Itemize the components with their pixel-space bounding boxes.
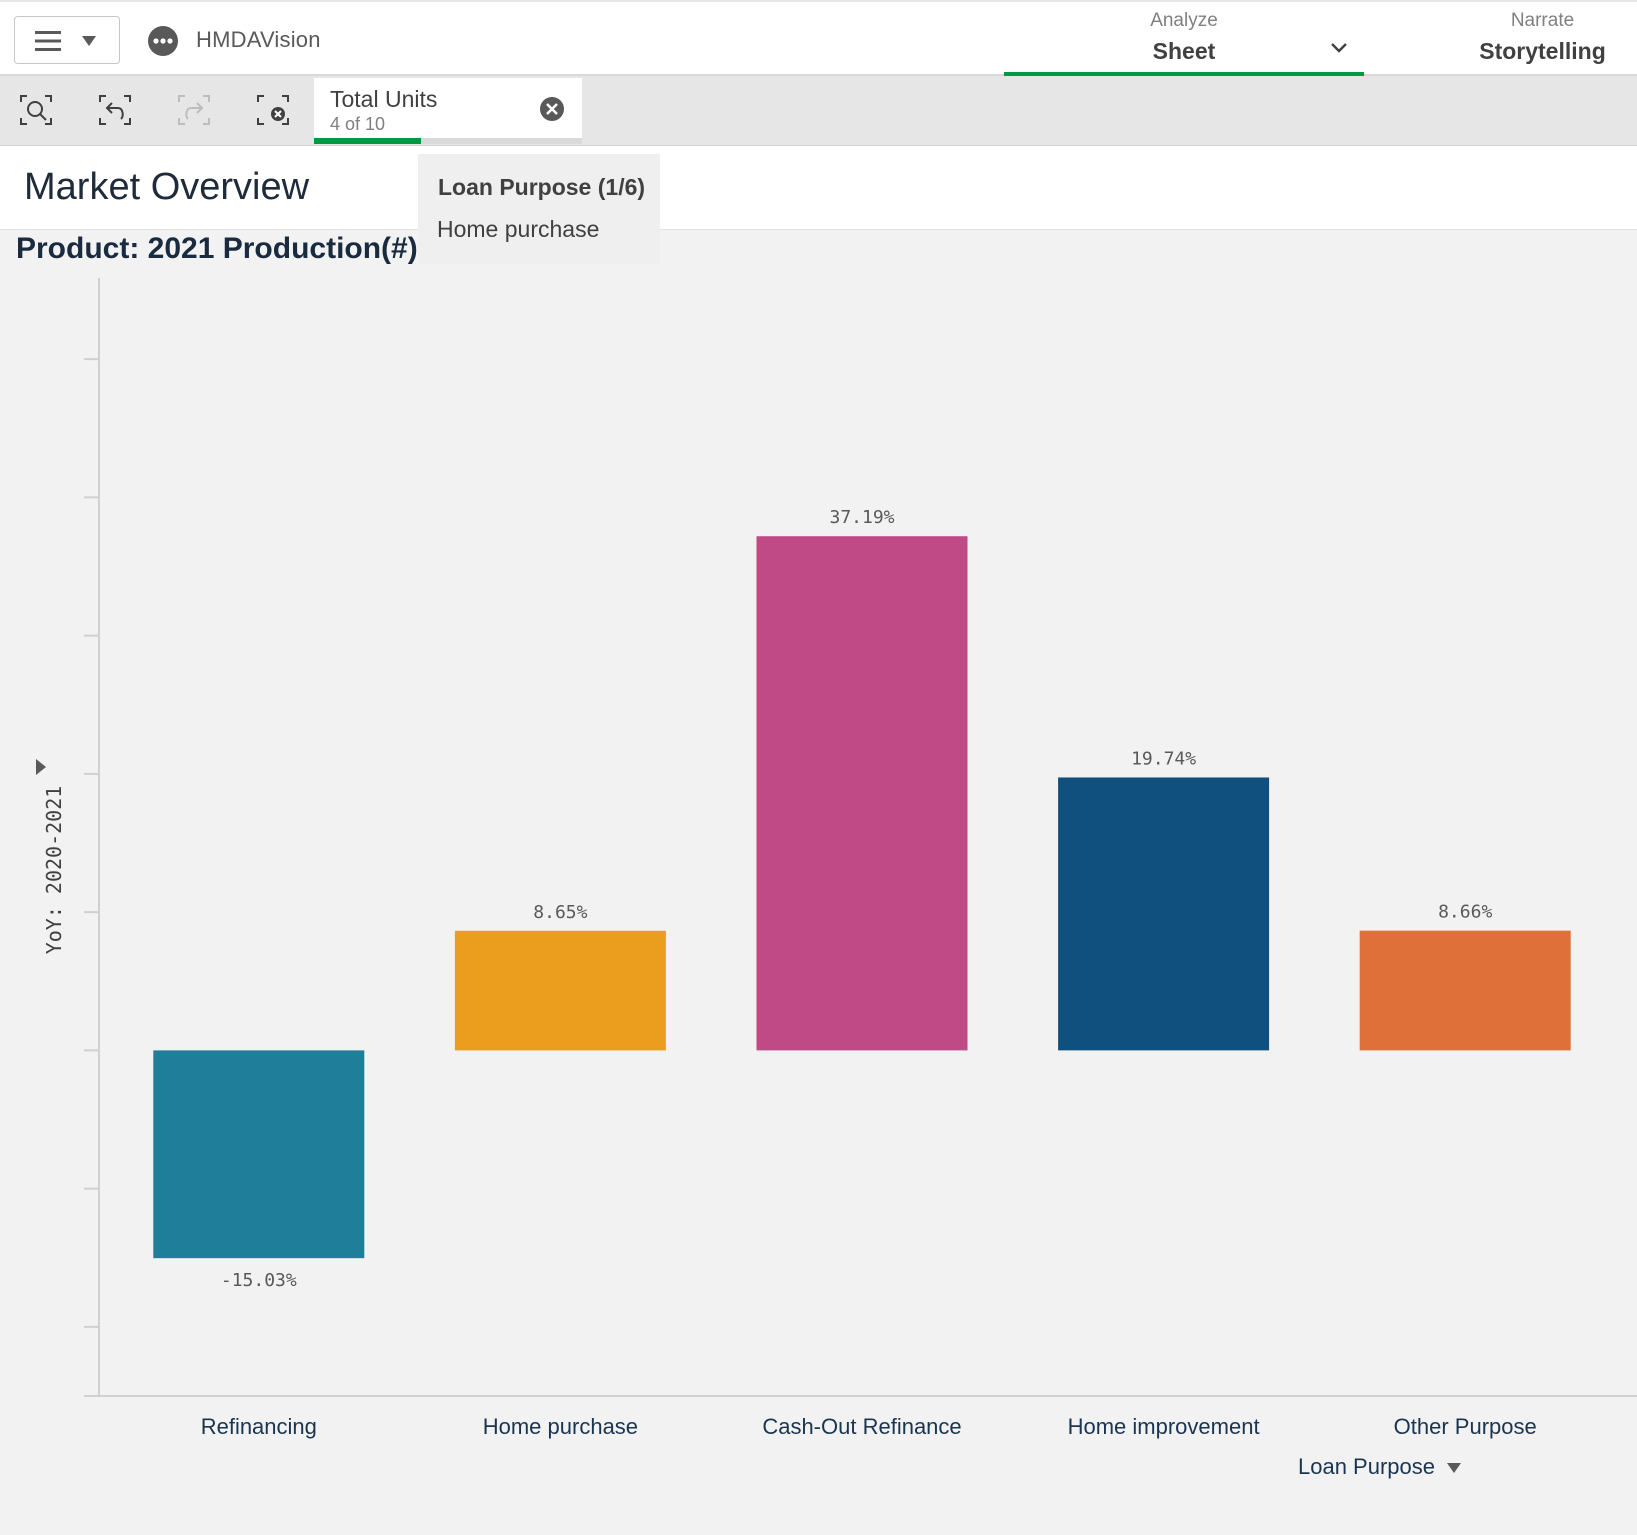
storytelling-label: Storytelling	[1479, 38, 1606, 64]
global-menu-button[interactable]	[14, 16, 120, 64]
analyze-label: Analyze	[1150, 10, 1218, 31]
bar[interactable]	[756, 536, 968, 1051]
tab-narrate-storytelling[interactable]: Narrate Storytelling	[1455, 2, 1630, 76]
app-options-icon[interactable]	[148, 26, 178, 56]
selection-progress-track	[314, 138, 582, 144]
x-tick-label[interactable]: Home purchase	[483, 1414, 638, 1439]
chart-title: Product: 2021 Production(#)	[16, 232, 418, 265]
chevron-down-icon[interactable]	[1330, 42, 1348, 54]
bar[interactable]	[1058, 777, 1270, 1051]
x-tick-label[interactable]: Other Purpose	[1394, 1414, 1537, 1439]
popover-field-value: Home purchase	[437, 216, 600, 242]
x-axis-title[interactable]: Loan Purpose	[1298, 1454, 1435, 1479]
data-label: 8.65%	[533, 902, 587, 923]
hamburger-icon	[35, 31, 61, 51]
sheet-title: Market Overview	[24, 166, 310, 208]
bar-chart[interactable]: -15.03% Refinancing 8.65% Home purchase 37.1…	[0, 270, 1637, 1470]
bar[interactable]	[454, 930, 666, 1051]
x-tick-label[interactable]: Refinancing	[201, 1414, 317, 1439]
caret-down-icon[interactable]	[1446, 1462, 1462, 1474]
tab-analyze-sheet[interactable]: Analyze Sheet	[1004, 2, 1364, 76]
clear-selections-icon[interactable]	[255, 92, 291, 128]
data-label: 19.74%	[1131, 748, 1196, 769]
app-name: HMDAVision	[196, 27, 321, 52]
top-bar: HMDAVision Analyze Sheet Narrate Storyte…	[0, 0, 1637, 76]
selection-progress-fill	[314, 138, 422, 144]
y-axis-title[interactable]: YoY: 2020-2021	[42, 785, 66, 955]
selection-chip-total-units[interactable]: Total Units 4 of 10	[314, 78, 582, 144]
sheet-label: Sheet	[1152, 38, 1216, 64]
x-tick-label[interactable]: Home improvement	[1068, 1414, 1260, 1439]
selection-popover: Loan Purpose (1/6) Home purchase	[418, 154, 660, 264]
bar[interactable]	[153, 1050, 365, 1259]
chevron-down-icon	[82, 36, 96, 46]
bar[interactable]	[1359, 930, 1571, 1051]
step-forward-icon[interactable]	[176, 92, 212, 128]
smart-search-icon[interactable]	[18, 92, 54, 128]
expand-axis-icon[interactable]	[34, 758, 48, 776]
data-label: 8.66%	[1438, 902, 1492, 923]
selection-field-name: Total Units	[330, 86, 438, 112]
narrate-label: Narrate	[1510, 10, 1575, 31]
x-tick-label[interactable]: Cash-Out Refinance	[762, 1414, 961, 1439]
sheet-title-bar: Market Overview	[0, 146, 1637, 230]
clear-selection-icon[interactable]	[538, 95, 566, 123]
popover-field-title: Loan Purpose (1/6)	[438, 174, 646, 200]
selection-count: 4 of 10	[330, 114, 386, 134]
data-label: -15.03%	[221, 1270, 297, 1291]
step-back-icon[interactable]	[97, 92, 133, 128]
selection-toolbar: Total Units 4 of 10	[0, 76, 1637, 146]
data-label: 37.19%	[829, 507, 894, 528]
